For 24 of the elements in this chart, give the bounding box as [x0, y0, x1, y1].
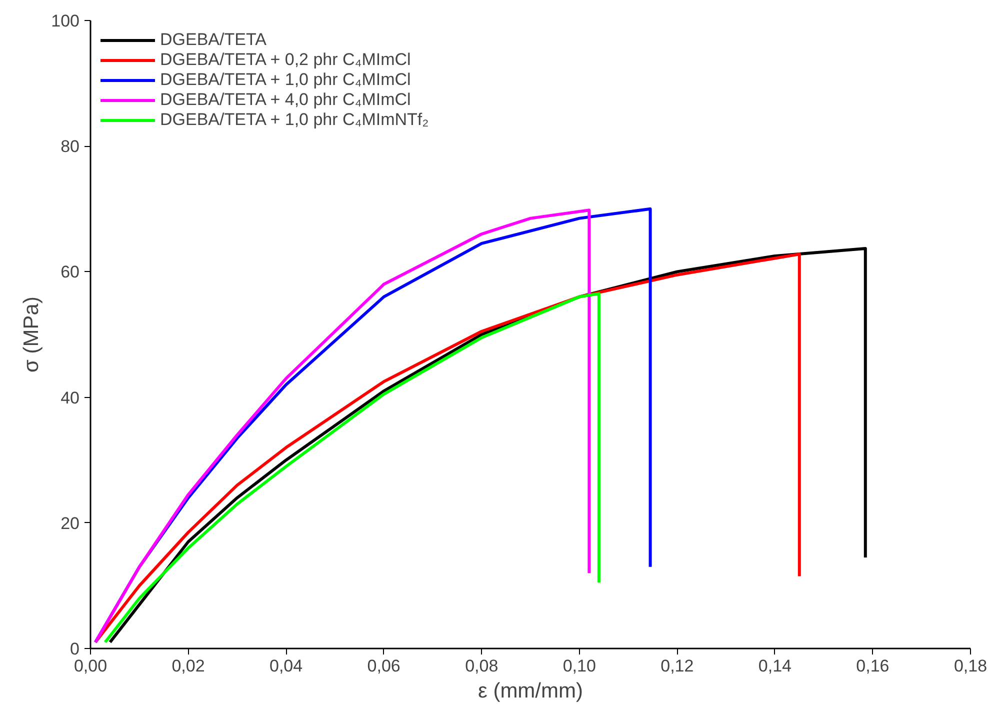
y-tick-label: 40 [60, 388, 80, 408]
x-tick-label: 0,04 [270, 656, 303, 676]
legend-label: DGEBA/TETA [160, 30, 266, 50]
x-axis-title: ε (mm/mm) [478, 680, 584, 702]
y-tick-label: 100 [51, 12, 80, 30]
y-tick-label: 0 [70, 640, 80, 658]
x-tick-label: 0,08 [465, 656, 498, 676]
line-series [104, 292, 600, 644]
y-tick-label: 20 [60, 514, 80, 533]
x-tick-label: 0,14 [758, 656, 792, 676]
y-tick-label: 80 [60, 137, 80, 156]
x-tick-label: 0,06 [367, 656, 400, 676]
legend-label: DGEBA/TETA + 1,0 phr C₄MImNTf₂ [160, 110, 429, 130]
x-tick-label: 0,16 [856, 656, 890, 676]
legend-label: DGEBA/TETA + 0,2 phr C₄MImCl [160, 50, 411, 70]
x-tick-label: 0,12 [660, 656, 694, 676]
x-tick-label: 0,00 [74, 656, 108, 676]
x-tick-label: 0,18 [954, 656, 988, 676]
y-axis-title: σ (MPa) [20, 296, 44, 372]
legend-label: DGEBA/TETA + 4,0 phr C₄MImCl [160, 90, 411, 110]
y-tick-label: 60 [60, 262, 80, 282]
x-tick-label: 0,10 [562, 656, 596, 676]
x-tick-label: 0,02 [172, 656, 205, 676]
legend-label: DGEBA/TETA + 1,0 phr C₄MImCl [160, 70, 411, 90]
